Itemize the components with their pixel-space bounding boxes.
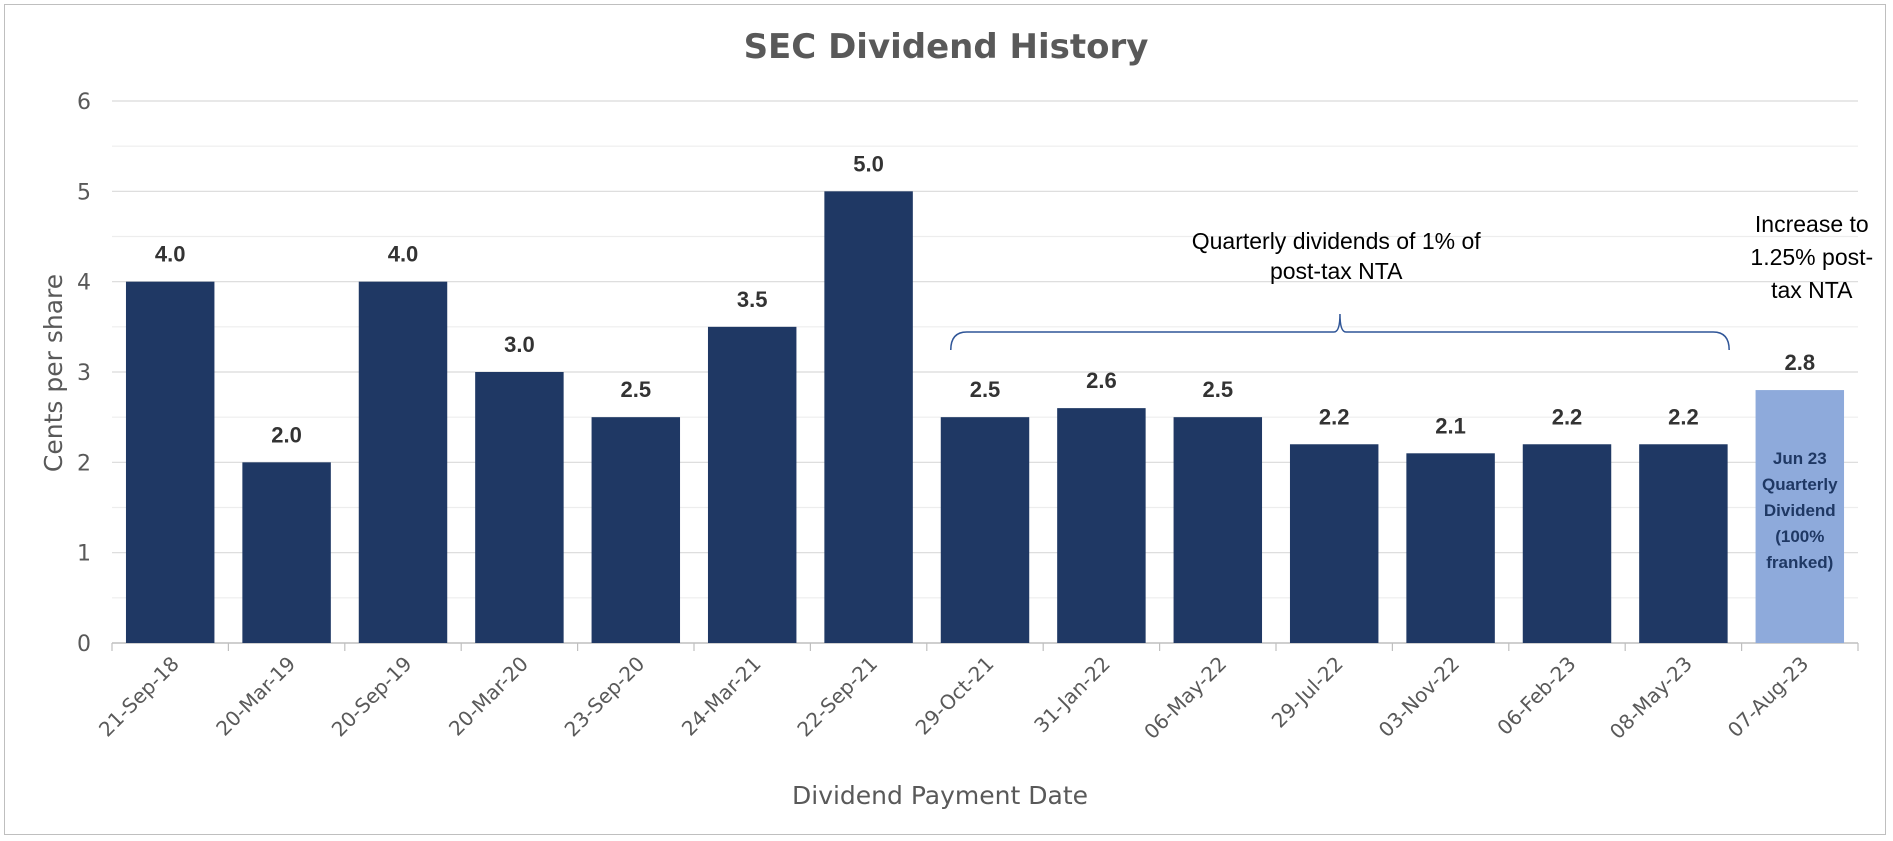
data-label: 2.5 [621,377,652,402]
increase-annotation-line: tax NTA [1771,277,1853,303]
chart-title: SEC Dividend History [744,27,1149,67]
bar-23-sep-20 [591,417,681,643]
quarterly-annotation-line: post-tax NTA [1270,258,1403,284]
bar-06-feb-23 [1522,444,1612,643]
x-tick-label: 06-Feb-23 [1492,652,1580,740]
bars [125,191,1845,644]
quarterly-annotation-line: Quarterly dividends of 1% of [1192,228,1482,254]
data-label: 2.6 [1086,368,1117,393]
data-label: 3.5 [737,287,768,312]
data-label: 5.0 [853,151,884,176]
x-tick-label: 08-May-23 [1605,652,1697,744]
x-axis-label: Dividend Payment Date [792,781,1088,810]
bar-20-mar-19 [242,462,331,643]
x-tick-label: 24-Mar-21 [677,652,766,741]
x-axis-ticks: 21-Sep-18 20-Mar-19 20-Sep-19 20-Mar-20 23-S… [94,652,1813,744]
highlight-bar-text: Jun 23 [1773,449,1827,468]
y-axis-label: Cents per share [39,274,68,472]
bar-24-mar-21 [707,326,797,643]
data-label: 4.0 [388,242,419,267]
bar-29-oct-21 [940,417,1030,643]
y-tick-label: 6 [77,90,91,115]
increase-annotation-line: Increase to [1755,211,1869,237]
bar-08-may-23 [1639,444,1728,643]
y-tick-label: 5 [77,180,91,205]
bar-29-jul-22 [1289,444,1379,643]
y-tick-label: 4 [77,271,91,296]
data-label: 2.1 [1435,413,1466,438]
data-label: 2.8 [1785,350,1816,375]
x-tick-label: 20-Mar-20 [444,652,533,741]
annotations: Quarterly dividends of 1% of post-tax NTA… [950,211,1873,572]
increase-annotation-line: 1.25% post- [1750,244,1873,270]
x-tick-label: 23-Sep-20 [560,652,650,742]
data-label: 2.5 [970,377,1001,402]
y-tick-label: 1 [77,542,91,567]
x-tick-label: 20-Mar-19 [211,652,300,741]
bar-21-sep-18 [125,281,215,643]
x-tick-label: 29-Oct-21 [911,652,999,740]
x-tick-label: 29-Jul-22 [1267,652,1348,733]
bar-31-jan-22 [1057,408,1146,643]
data-labels: 4.0 2.0 4.0 3.0 2.5 3.5 5.0 2.5 2.6 2.5 2.2 2.1 2.2 2… [155,151,1815,447]
bar-07-aug-23 [1755,390,1845,643]
data-label: 2.2 [1552,404,1583,429]
x-tick-label: 22-Sep-21 [792,652,882,742]
x-tick-label: 06-May-22 [1139,652,1231,744]
x-tick-label: 03-Nov-22 [1374,652,1464,742]
x-tick-label: 21-Sep-18 [94,652,184,742]
y-axis-ticks: 0 1 2 3 4 5 6 [77,90,91,657]
data-label: 2.2 [1668,404,1699,429]
bar-03-nov-22 [1406,453,1495,643]
bar-20-mar-20 [475,372,564,643]
y-tick-label: 2 [77,451,91,476]
bar-06-may-22 [1173,417,1263,643]
data-label: 3.0 [504,332,535,357]
quarterly-bracket [950,313,1730,351]
y-tick-label: 0 [77,632,91,657]
data-label: 2.2 [1319,404,1350,429]
highlight-bar-text: Dividend [1764,501,1836,520]
data-label: 2.0 [271,422,302,447]
highlight-bar-text: Quarterly [1762,475,1838,494]
highlight-bar-text: franked) [1766,553,1833,572]
y-tick-label: 3 [77,361,91,386]
highlight-bar-text: (100% [1775,527,1824,546]
data-label: 4.0 [155,242,186,267]
x-tick-label: 31-Jan-22 [1029,652,1115,738]
bar-22-sep-21 [824,191,913,644]
x-tick-label: 07-Aug-23 [1723,652,1813,742]
data-label: 2.5 [1203,377,1234,402]
bar-20-sep-19 [358,281,448,643]
x-tick-label: 20-Sep-19 [327,652,417,742]
